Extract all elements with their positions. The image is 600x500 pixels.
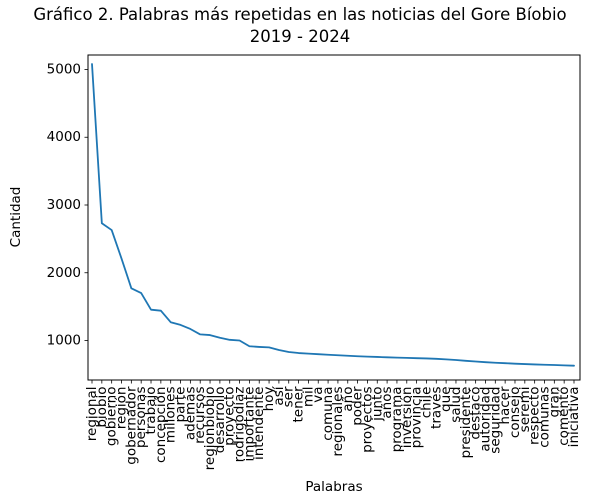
x-tick-label: recursos (192, 387, 208, 444)
x-tick-label: través (428, 387, 444, 429)
x-tick-label: así (271, 385, 287, 405)
x-axis-label: Palabras (305, 479, 363, 495)
x-tick-label: mil (300, 387, 316, 408)
x-tick-label: importante (241, 387, 257, 462)
x-tick-label: desarrollo (212, 387, 228, 454)
x-tick-label: proyecto (222, 387, 238, 446)
x-tick-label: millones (163, 387, 179, 444)
plot-border (87, 54, 581, 381)
x-tick-label: salud (448, 387, 464, 423)
x-tick-label: además (182, 387, 198, 441)
x-tick-label: seguridad (487, 387, 503, 454)
x-tick-label: programa (389, 387, 405, 453)
x-tick-label: región (114, 387, 130, 430)
x-tick-label: provincia (409, 387, 425, 449)
x-tick-label: regional (84, 387, 100, 442)
y-tick-label: 5000 (47, 61, 81, 77)
x-tick-label: concepción (153, 387, 169, 464)
x-tick-label: hacer (497, 386, 513, 425)
x-tick-label: hoy (261, 386, 277, 411)
x-tick-label: proyectos (359, 387, 375, 453)
x-tick-label: chile (418, 387, 434, 419)
chart-subtitle: 2019 - 2024 (249, 27, 351, 46)
x-tick-label: inversión (399, 387, 415, 449)
x-tick-label: gobierno (104, 387, 120, 447)
x-tick-label: comentó (556, 387, 572, 446)
x-tick-label: regionbiobio (202, 387, 218, 471)
x-tick-label: iniciativa (566, 387, 582, 448)
x-tick-label: comuna (320, 387, 336, 441)
y-tick-label: 4000 (47, 129, 81, 145)
x-tick-label: regionales (330, 387, 346, 457)
x-tick-label: presidente (458, 387, 474, 459)
x-tick-label: poder (350, 386, 366, 426)
x-tick-label: parte (173, 387, 189, 423)
x-tick-label: autoridad (477, 387, 493, 452)
y-axis-label: Cantidad (8, 186, 24, 248)
y-tick-label: 1000 (47, 333, 81, 349)
chart-title-block: Gráfico 2. Palabras más repetidas en las… (0, 4, 600, 48)
x-tick-label: gobernador (123, 386, 139, 465)
y-tick-label: 3000 (47, 197, 81, 213)
x-tick-label: ser (281, 386, 297, 407)
x-tick-label: personas (133, 387, 149, 449)
frequency-line (91, 63, 575, 367)
y-tick-label: 2000 (47, 265, 81, 281)
x-tick-label: junto (369, 387, 385, 422)
x-tick-label: tener (291, 386, 307, 422)
x-tick-label: consejo (507, 387, 523, 439)
x-tick-label: biobio (94, 387, 110, 428)
x-tick-label: que (438, 387, 454, 412)
x-tick-label: año (340, 387, 356, 412)
x-tick-label: va (310, 387, 326, 403)
x-tick-label: gran (546, 387, 562, 418)
x-tick-label: seremi (517, 387, 533, 433)
x-tick-label: comunas (536, 387, 552, 448)
x-tick-label: respecto (527, 387, 543, 445)
x-tick-label: años (379, 387, 395, 419)
x-tick-label: rodrigodíaz (232, 387, 248, 463)
x-tick-label: intendente (251, 387, 267, 461)
chart-title: Gráfico 2. Palabras más repetidas en las… (33, 5, 567, 24)
x-tick-label: trabajo (143, 387, 159, 435)
x-tick-label: destacó (468, 387, 484, 440)
